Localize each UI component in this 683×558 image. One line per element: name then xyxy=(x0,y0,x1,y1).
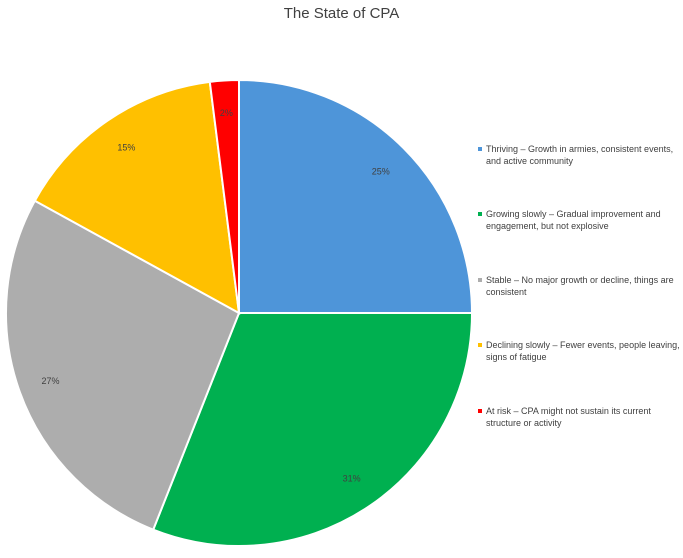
legend-label-2: Stable – No major growth or decline, thi… xyxy=(486,275,674,297)
legend-swatch-1 xyxy=(478,212,482,216)
legend-swatch-2 xyxy=(478,278,482,282)
pie-slice-1 xyxy=(151,312,474,548)
slice-data-label-2: 27% xyxy=(41,376,59,386)
pie-slices xyxy=(5,78,474,548)
legend-swatch-4 xyxy=(478,409,482,413)
legend-swatch-0 xyxy=(478,147,482,151)
legend-entry-2: Stable – No major growth or decline, thi… xyxy=(478,274,683,298)
slice-data-label-1: 31% xyxy=(343,474,361,484)
legend-label-0: Thriving – Growth in armies, consistent … xyxy=(486,144,674,166)
slice-data-label-4: 2% xyxy=(220,108,233,118)
chart-title: The State of CPA xyxy=(283,5,400,22)
legend-swatch-3 xyxy=(478,343,482,347)
slice-data-label-0: 25% xyxy=(372,166,390,176)
legend-label-3: Declining slowly – Fewer events, people … xyxy=(486,340,680,362)
legend-label-4: At risk – CPA might not sustain its curr… xyxy=(486,406,651,428)
legend-entry-3: Declining slowly – Fewer events, people … xyxy=(478,339,683,363)
legend-label-1: Growing slowly – Gradual improvement and… xyxy=(486,209,661,231)
legend-entry-1: Growing slowly – Gradual improvement and… xyxy=(478,208,683,232)
pie-slice-4 xyxy=(208,78,240,314)
pie-slice-3 xyxy=(33,80,241,315)
legend-entry-0: Thriving – Growth in armies, consistent … xyxy=(478,143,683,167)
legend-entry-4: At risk – CPA might not sustain its curr… xyxy=(478,405,683,429)
pie-labels: 25% 31% 27% 15% 2% xyxy=(41,108,389,484)
pie-slice-0 xyxy=(238,78,474,314)
slice-data-label-3: 15% xyxy=(117,142,135,152)
pie-slice-2 xyxy=(5,199,241,531)
